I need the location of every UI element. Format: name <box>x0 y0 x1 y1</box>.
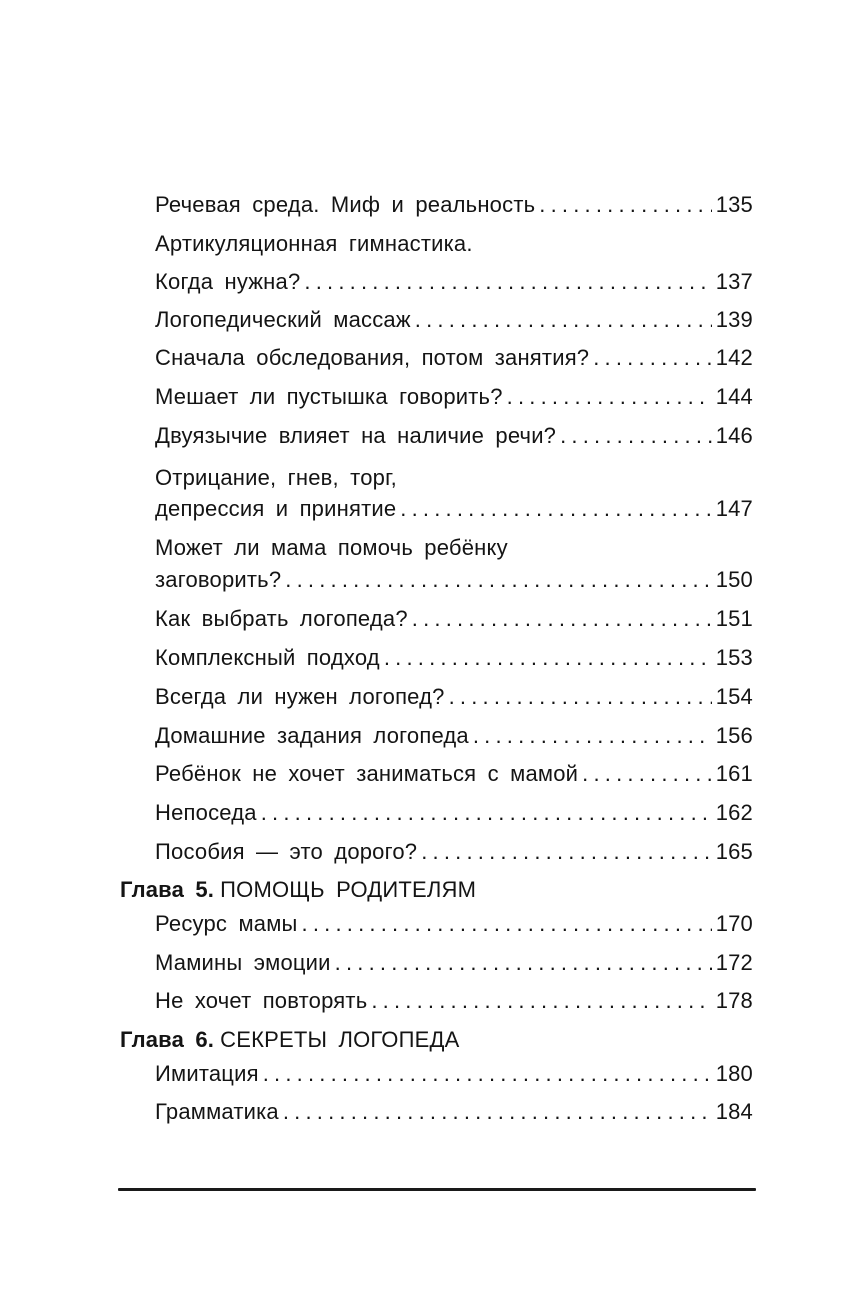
entry-page: 150 <box>715 567 753 592</box>
entry-page: 180 <box>715 1061 753 1086</box>
entry-title: Мамины эмоции <box>155 950 331 975</box>
toc-entry: Грамматика 184 <box>155 1097 753 1127</box>
entry-page: 142 <box>715 345 753 370</box>
chapter-heading: Глава 6. СЕКРЕТЫ ЛОГОПЕДА <box>120 1025 760 1055</box>
entry-title: Логопедический массаж <box>155 307 411 332</box>
entry-title: Мешает ли пустышка говорить? <box>155 384 503 409</box>
entry-page: 161 <box>715 761 753 786</box>
dot-leader <box>593 343 711 373</box>
toc-entry: Комплексный подход 153 <box>155 643 753 673</box>
toc-entry: Как выбрать логопеда? 151 <box>155 604 753 634</box>
toc-entry-line1: Отрицание, гнев, торг, <box>155 463 753 493</box>
toc-entry: Сначала обследования, потом занятия? 142 <box>155 343 753 373</box>
entry-title: Когда нужна? <box>155 269 301 294</box>
dot-leader <box>507 382 712 412</box>
toc-entry-line1: Может ли мама помочь ребёнку <box>155 533 753 563</box>
dot-leader <box>261 798 712 828</box>
dot-leader <box>473 721 712 751</box>
entry-title: депрессия и принятие <box>155 496 397 521</box>
toc-entry: Когда нужна? 137 <box>155 267 753 297</box>
toc-entry: Домашние задания логопеда 156 <box>155 721 753 751</box>
entry-page: 162 <box>715 800 753 825</box>
entry-page: 184 <box>715 1099 753 1124</box>
dot-leader <box>302 909 712 939</box>
toc-entry: Двуязычие влияет на наличие речи? 146 <box>155 421 753 451</box>
toc-entry: Непоседа 162 <box>155 798 753 828</box>
entry-page: 156 <box>715 723 753 748</box>
entry-title: Комплексный подход <box>155 645 380 670</box>
toc-entry: Мамины эмоции 172 <box>155 948 753 978</box>
entry-page: 153 <box>715 645 753 670</box>
entry-page: 146 <box>715 423 753 448</box>
toc-entry: Мешает ли пустышка говорить? 144 <box>155 382 753 412</box>
toc-entry: Имитация 180 <box>155 1059 753 1089</box>
chapter-label: Глава 6. <box>120 1027 215 1052</box>
dot-leader <box>412 604 712 634</box>
toc-entry: депрессия и принятие 147 <box>155 494 753 524</box>
entry-title: Сначала обследования, потом занятия? <box>155 345 590 370</box>
entry-page: 139 <box>715 307 753 332</box>
dot-leader <box>582 759 712 789</box>
entry-title: заговорить? <box>155 567 282 592</box>
toc-entry-line1: Артикуляционная гимнастика. <box>155 229 753 259</box>
entry-title: Как выбрать логопеда? <box>155 606 408 631</box>
toc-entry: Не хочет повторять 178 <box>155 986 753 1016</box>
entry-title: Может ли мама помочь ребёнку <box>155 535 508 560</box>
dot-leader <box>384 643 712 673</box>
toc-entry: Всегда ли нужен логопед? 154 <box>155 682 753 712</box>
toc-entry: Ресурс мамы 170 <box>155 909 753 939</box>
entry-title: Ресурс мамы <box>155 911 298 936</box>
dot-leader <box>449 682 712 712</box>
entry-title: Ребёнок не хочет заниматься с мамой <box>155 761 579 786</box>
toc-entry: Ребёнок не хочет заниматься с мамой 161 <box>155 759 753 789</box>
entry-title: Двуязычие влияет на наличие речи? <box>155 423 557 448</box>
dot-leader <box>285 565 711 595</box>
entry-title: Не хочет повторять <box>155 988 368 1013</box>
entry-title: Пособия — это дорого? <box>155 839 418 864</box>
entry-page: 172 <box>715 950 753 975</box>
toc-entry: Пособия — это дорого? 165 <box>155 837 753 867</box>
entry-title: Имитация <box>155 1061 259 1086</box>
dot-leader <box>415 305 712 335</box>
dot-leader <box>560 421 712 451</box>
entry-title: Артикуляционная гимнастика. <box>155 231 473 256</box>
chapter-heading: Глава 5. ПОМОЩЬ РОДИТЕЛЯМ <box>120 875 760 905</box>
dot-leader <box>304 267 711 297</box>
entry-page: 147 <box>715 496 753 521</box>
chapter-title: ПОМОЩЬ РОДИТЕЛЯМ <box>220 877 477 902</box>
entry-title: Всегда ли нужен логопед? <box>155 684 445 709</box>
dot-leader <box>371 986 711 1016</box>
chapter-label: Глава 5. <box>120 877 215 902</box>
dot-leader <box>283 1097 712 1127</box>
footer-rule <box>118 1188 756 1191</box>
dot-leader <box>335 948 712 978</box>
dot-leader <box>263 1059 712 1089</box>
entry-title: Непоседа <box>155 800 257 825</box>
entry-page: 170 <box>715 911 753 936</box>
dot-leader <box>400 494 711 524</box>
entry-page: 151 <box>715 606 753 631</box>
toc-entry: Речевая среда. Миф и реальность 135 <box>155 190 753 220</box>
entry-page: 137 <box>715 269 753 294</box>
entry-page: 165 <box>715 839 753 864</box>
toc-entry: заговорить? 150 <box>155 565 753 595</box>
entry-page: 144 <box>715 384 753 409</box>
entry-title: Домашние задания логопеда <box>155 723 469 748</box>
chapter-title: СЕКРЕТЫ ЛОГОПЕДА <box>220 1027 460 1052</box>
entry-title: Речевая среда. Миф и реальность <box>155 192 536 217</box>
entry-title: Отрицание, гнев, торг, <box>155 465 397 490</box>
entry-page: 178 <box>715 988 753 1013</box>
entry-title: Грамматика <box>155 1099 279 1124</box>
dot-leader <box>539 190 711 220</box>
toc-entry: Логопедический массаж 139 <box>155 305 753 335</box>
entry-page: 135 <box>715 192 753 217</box>
entry-page: 154 <box>715 684 753 709</box>
dot-leader <box>421 837 711 867</box>
